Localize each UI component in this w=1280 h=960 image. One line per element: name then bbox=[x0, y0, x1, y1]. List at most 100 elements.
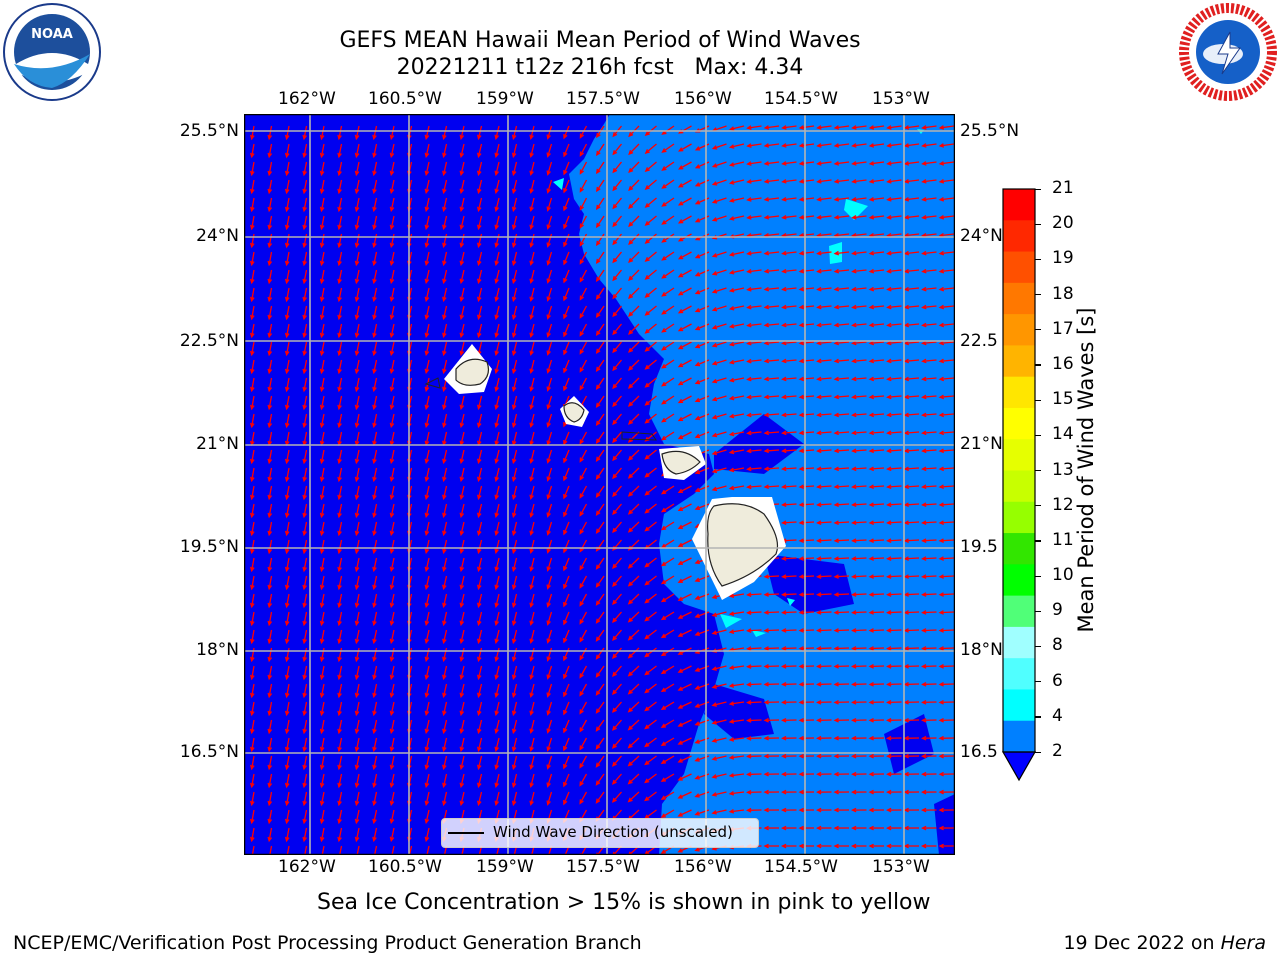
wave-direction-arrow bbox=[373, 755, 378, 769]
wave-direction-arrow bbox=[730, 629, 745, 633]
colorbar-tick-mark bbox=[1035, 434, 1041, 436]
wave-direction-arrow bbox=[355, 143, 360, 157]
wave-direction-arrow bbox=[579, 719, 588, 732]
wave-direction-arrowhead bbox=[627, 347, 634, 353]
wave-direction-arrowhead bbox=[612, 635, 617, 641]
wave-direction-arrow bbox=[563, 485, 570, 499]
wave-direction-arrow bbox=[612, 179, 623, 191]
wave-direction-arrow bbox=[320, 449, 325, 463]
wave-direction-arrowhead bbox=[546, 152, 551, 158]
wave-direction-arrow bbox=[355, 593, 360, 607]
wave-direction-arrowhead bbox=[903, 430, 910, 436]
wave-direction-arrowhead bbox=[319, 404, 325, 411]
wave-direction-arrow bbox=[712, 467, 727, 473]
wave-direction-arrow bbox=[303, 809, 308, 823]
colorbar-band bbox=[1003, 689, 1035, 722]
wave-direction-arrow bbox=[251, 611, 255, 625]
wave-direction-arrowhead bbox=[579, 475, 584, 481]
wave-direction-arrow bbox=[425, 827, 430, 841]
wave-direction-arrowhead bbox=[644, 364, 650, 370]
wave-direction-arrowhead bbox=[661, 220, 667, 225]
wave-direction-arrowhead bbox=[938, 340, 945, 346]
wave-direction-arrowhead bbox=[477, 530, 482, 537]
wave-direction-arrow bbox=[579, 593, 588, 606]
wave-direction-arrow bbox=[661, 323, 675, 333]
low-period-patch-bigisland bbox=[764, 554, 854, 614]
wave-direction-arrowhead bbox=[424, 692, 430, 699]
wave-direction-arrow bbox=[852, 215, 867, 219]
wave-direction-arrow bbox=[678, 485, 692, 493]
wave-direction-arrowhead bbox=[728, 449, 735, 455]
wave-direction-arrowhead bbox=[389, 152, 395, 159]
wave-direction-arrow bbox=[628, 377, 640, 389]
wave-direction-arrowhead bbox=[677, 237, 684, 242]
wave-direction-arrowhead bbox=[746, 179, 752, 184]
wave-direction-arrow bbox=[530, 215, 535, 229]
wave-direction-arrowhead bbox=[354, 134, 360, 141]
wave-direction-arrowhead bbox=[728, 665, 735, 670]
wave-direction-arrow bbox=[730, 755, 745, 759]
wave-direction-arrowhead bbox=[511, 692, 517, 699]
wave-direction-arrow bbox=[817, 647, 832, 650]
colorbar-tick-label: 18 bbox=[1052, 283, 1074, 304]
wave-direction-arrowhead bbox=[781, 125, 787, 130]
wave-direction-arrowhead bbox=[477, 332, 482, 339]
wave-direction-arrowhead bbox=[816, 610, 822, 615]
wave-direction-arrowhead bbox=[851, 646, 857, 651]
wave-direction-arrowhead bbox=[511, 602, 517, 609]
lat-tick-right-1: 24°N bbox=[960, 226, 1003, 246]
wave-direction-arrow bbox=[678, 395, 692, 404]
wave-direction-arrowhead bbox=[459, 710, 465, 717]
wave-direction-arrow bbox=[320, 647, 325, 661]
wave-direction-arrowhead bbox=[563, 781, 568, 788]
wave-direction-arrowhead bbox=[595, 528, 601, 534]
wave-direction-arrow bbox=[835, 251, 850, 255]
wave-direction-arrowhead bbox=[886, 556, 892, 561]
wave-direction-arrow bbox=[338, 467, 343, 481]
wave-direction-arrowhead bbox=[886, 125, 892, 130]
lat-tick-right-3: 21°N bbox=[960, 434, 1003, 454]
wave-direction-arrow bbox=[870, 197, 885, 201]
wave-direction-arrowhead bbox=[921, 430, 927, 436]
wave-direction-arrow bbox=[869, 575, 885, 578]
wave-direction-arrowhead bbox=[763, 268, 770, 274]
wave-direction-arrow bbox=[579, 539, 588, 552]
wave-direction-arrow bbox=[355, 449, 360, 463]
wave-direction-arrow bbox=[512, 341, 518, 355]
wave-direction-arrow bbox=[303, 449, 308, 463]
wave-direction-arrow bbox=[939, 629, 955, 632]
wave-direction-arrow bbox=[782, 395, 797, 398]
wave-direction-arrowhead bbox=[477, 170, 482, 177]
wave-direction-arrowhead bbox=[851, 574, 857, 579]
wave-direction-arrow bbox=[747, 341, 762, 345]
wave-direction-arrow bbox=[442, 431, 448, 445]
wave-direction-arrow bbox=[563, 773, 570, 787]
wave-direction-arrow bbox=[477, 647, 483, 661]
wave-direction-arrowhead bbox=[337, 566, 342, 573]
wave-direction-arrowhead bbox=[354, 386, 360, 393]
wave-direction-arrow bbox=[355, 197, 360, 211]
wave-direction-arrow bbox=[563, 449, 570, 463]
wave-direction-arrow bbox=[373, 143, 378, 157]
wave-direction-arrowhead bbox=[546, 368, 551, 374]
wave-direction-arrowhead bbox=[694, 631, 700, 636]
wave-direction-arrowhead bbox=[781, 286, 787, 292]
colorbar-tick-label: 13 bbox=[1052, 459, 1074, 480]
wave-direction-arrowhead bbox=[442, 800, 447, 807]
wave-direction-arrowhead bbox=[798, 304, 805, 310]
wave-direction-arrowhead bbox=[372, 638, 377, 645]
wave-direction-arrow bbox=[512, 683, 518, 697]
wave-direction-arrowhead bbox=[868, 574, 874, 579]
wave-direction-arrow bbox=[425, 413, 430, 427]
wave-direction-arrowhead bbox=[781, 556, 787, 561]
wave-direction-arrow bbox=[477, 323, 483, 337]
wave-direction-arrowhead bbox=[563, 457, 568, 464]
wave-direction-arrowhead bbox=[477, 278, 482, 285]
wave-direction-arrow bbox=[303, 791, 308, 805]
wave-direction-arrow bbox=[477, 395, 483, 409]
wave-direction-arrow bbox=[338, 377, 343, 391]
wave-direction-arrow bbox=[547, 197, 553, 211]
wave-direction-arrowhead bbox=[851, 556, 857, 561]
wave-direction-arrow bbox=[338, 503, 343, 517]
wave-direction-arrowhead bbox=[529, 782, 534, 789]
